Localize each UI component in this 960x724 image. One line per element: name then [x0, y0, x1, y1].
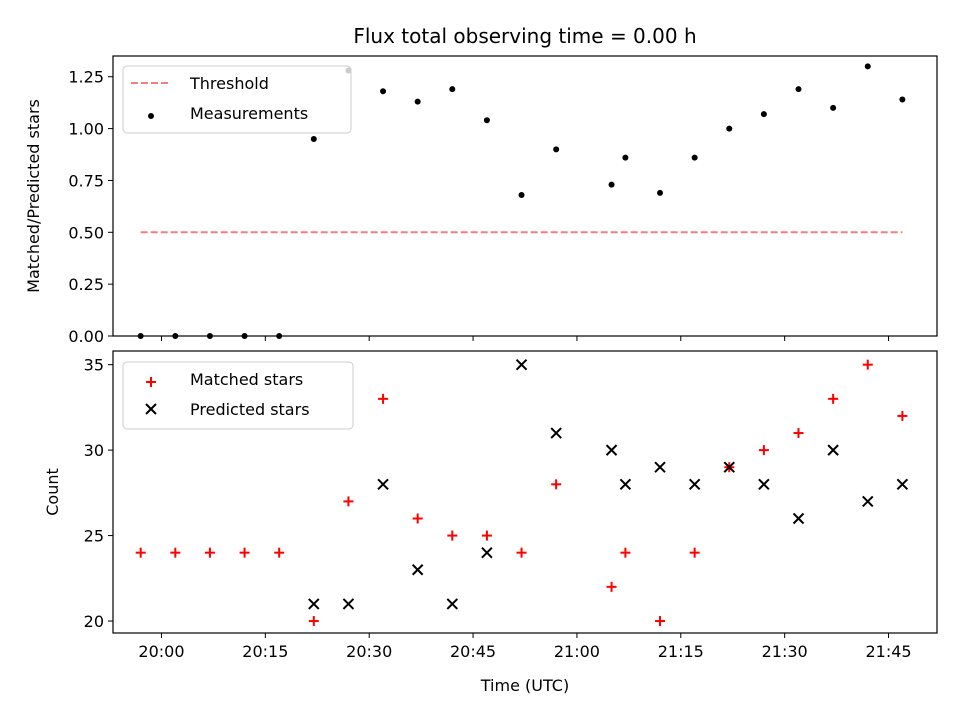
predicted-star-point: [862, 495, 874, 508]
predicted-star-point: [654, 461, 666, 473]
predicted-star-point: [550, 427, 562, 439]
matched-star-point: [170, 547, 181, 558]
bottom-x-tick-label: 20:45: [450, 642, 496, 661]
top-plot-frame: [112, 55, 938, 337]
matched-star-point: [343, 496, 354, 507]
matched-star-point: [274, 547, 285, 558]
legend-matched-label: Matched stars: [190, 370, 303, 389]
matched-star-point: [897, 410, 908, 421]
bottom-y-tick-label: 30: [84, 441, 104, 460]
predicted-star-point: [446, 598, 459, 610]
bottom-x-tick-label: 21:00: [554, 642, 600, 661]
measurement-point: [795, 86, 802, 93]
matched-star-point: [655, 616, 666, 627]
matched-star-point: [793, 428, 804, 439]
measurement-point: [691, 154, 698, 161]
legend-measurements-swatch: [148, 113, 154, 119]
predicted-star-point: [619, 478, 632, 491]
measurement-point: [483, 117, 490, 124]
top-y-tick-label: 0.75: [68, 171, 104, 190]
measurement-point: [553, 146, 560, 153]
predicted-star-point: [377, 478, 389, 491]
legend-matched-swatch: [146, 377, 156, 387]
bottom-y-tick-label: 20: [84, 612, 104, 631]
measurement-point: [726, 125, 733, 132]
predicted-star-point: [896, 478, 909, 491]
measurement-point: [760, 111, 767, 118]
matched-star-point: [689, 547, 700, 558]
matched-star-point: [862, 359, 873, 370]
predicted-star-point: [411, 564, 424, 576]
top-y-axis-label: Matched/Predicted stars: [24, 99, 43, 293]
top-y-tick-label: 1.25: [68, 68, 104, 87]
matched-star-point: [378, 393, 389, 404]
bottom-x-axis-label: Time (UTC): [480, 676, 569, 695]
predicted-star-point: [827, 444, 839, 456]
top-chart-title: Flux total observing time = 0.00 h: [353, 24, 696, 48]
bottom-plot-frame: [112, 350, 938, 634]
bottom-legend-box: [122, 361, 354, 430]
predicted-star-point: [792, 512, 805, 525]
bottom-y-tick-label: 35: [84, 356, 104, 375]
bottom-plot-area: 20 25 30 35 20:00 20:15 20:30 20:45 21:00 21:15 21…: [84, 350, 938, 661]
matched-star-point: [620, 547, 631, 558]
top-legend: Threshold Measurements: [122, 65, 352, 134]
top-legend-box: [122, 65, 352, 134]
legend-predicted-label: Predicted stars: [190, 400, 310, 419]
matched-star-point: [204, 547, 215, 558]
predicted-star-point: [342, 598, 355, 610]
predicted-star-point: [481, 546, 493, 559]
matched-star-point: [551, 479, 562, 490]
matched-star-point: [516, 547, 527, 558]
predicted-star-point: [515, 358, 528, 371]
measurement-point: [310, 135, 317, 142]
bottom-y-tick-label: 25: [84, 527, 104, 546]
legend-predicted-swatch: [145, 403, 157, 415]
bottom-x-tick-label: 20:15: [242, 642, 288, 661]
measurement-point: [608, 181, 615, 188]
top-y-tick-label: 0.50: [68, 223, 104, 242]
matched-star-point: [308, 616, 319, 627]
matched-star-point: [481, 530, 492, 541]
top-y-tick-label: 0.25: [68, 275, 104, 294]
matched-star-point: [135, 547, 146, 558]
measurement-point: [864, 63, 871, 70]
predicted-star-point: [688, 478, 701, 491]
measurement-point: [449, 86, 456, 93]
measurement-point: [622, 154, 629, 161]
predicted-star-point: [723, 461, 735, 473]
measurement-point: [830, 104, 837, 111]
predicted-star-point: [758, 478, 770, 491]
bottom-x-tick-label: 21:15: [658, 642, 704, 661]
bottom-y-axis-label: Count: [43, 468, 62, 516]
matched-star-point: [412, 513, 423, 524]
measurement-point: [899, 96, 906, 103]
bottom-x-tick-label: 20:30: [346, 642, 392, 661]
bottom-x-tick-label: 20:00: [138, 642, 184, 661]
matched-star-point: [606, 581, 617, 592]
matched-star-point: [447, 530, 458, 541]
legend-threshold-label: Threshold: [189, 74, 269, 93]
measurement-point: [657, 189, 664, 196]
predicted-star-point: [605, 444, 618, 456]
matched-star-point: [239, 547, 250, 558]
top-y-tick-label: 1.00: [68, 120, 104, 139]
measurement-point: [518, 191, 525, 198]
top-plot-area: 0.00 0.25 0.50 0.75 1.00 1.25: [68, 55, 938, 346]
legend-measurements-label: Measurements: [190, 104, 308, 123]
bottom-x-tick-label: 21:45: [865, 642, 911, 661]
top-y-tick-label: 0.00: [68, 327, 104, 346]
matched-star-point: [758, 445, 769, 456]
bottom-legend: Matched stars Predicted stars: [122, 361, 354, 430]
measurement-point: [380, 88, 387, 95]
predicted-star-point: [308, 598, 320, 610]
matched-star-point: [828, 393, 839, 404]
measurement-point: [414, 98, 421, 105]
bottom-x-tick-label: 21:30: [762, 642, 808, 661]
